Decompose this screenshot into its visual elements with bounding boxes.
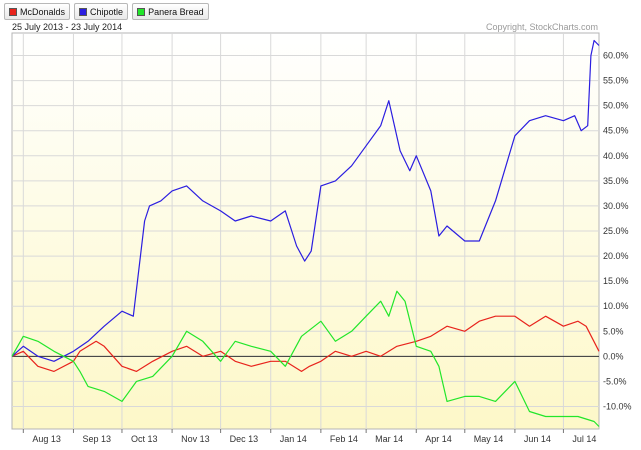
y-tick-label: 50.0% bbox=[603, 101, 629, 111]
x-tick-label: Apr 14 bbox=[425, 434, 452, 444]
x-tick-label: Feb 14 bbox=[330, 434, 358, 444]
y-tick-label: 60.0% bbox=[603, 51, 629, 61]
legend-item-panera[interactable]: Panera Bread bbox=[132, 3, 209, 20]
x-tick-label: Aug 13 bbox=[32, 434, 61, 444]
x-tick-label: Oct 13 bbox=[131, 434, 158, 444]
legend-label-mcdonalds: McDonalds bbox=[20, 6, 66, 17]
legend-swatch-panera bbox=[137, 7, 146, 16]
x-tick-label: Nov 13 bbox=[181, 434, 210, 444]
grid-x bbox=[22, 33, 564, 429]
x-tick-label: Mar 14 bbox=[375, 434, 403, 444]
legend-label-panera: Panera Bread bbox=[148, 6, 204, 17]
y-tick-label: 5.0% bbox=[603, 326, 624, 336]
grid-y bbox=[12, 55, 599, 407]
series-line-panera-bread bbox=[11, 290, 600, 427]
y-axis-ticks: 60.0% 55.0% 50.0% 45.0% 40.0% 35.0% 30.0% 25.0%… bbox=[603, 51, 632, 412]
x-axis-ticks: Aug 13 Sep 13 Oct 13 Nov 13 Dec 13 Jan 14 Feb … bbox=[22, 429, 596, 444]
series-line-mcdonalds bbox=[11, 315, 600, 372]
y-tick-label: 0.0% bbox=[603, 351, 624, 361]
date-range: 25 July 2013 - 23 July 2014 bbox=[12, 22, 123, 32]
x-tick-label: Jan 14 bbox=[280, 434, 307, 444]
series-layer bbox=[11, 39, 600, 427]
y-tick-label: 40.0% bbox=[603, 151, 629, 161]
y-tick-label: 35.0% bbox=[603, 176, 629, 186]
legend-label-chipotle: Chipotle bbox=[90, 6, 124, 17]
x-tick-label: Jun 14 bbox=[524, 434, 551, 444]
legend-swatch-mcdonalds bbox=[9, 7, 17, 16]
x-tick-label: Sep 13 bbox=[82, 434, 111, 444]
x-tick-label: May 14 bbox=[474, 434, 504, 444]
legend-item-mcdonalds[interactable]: McDonalds bbox=[4, 3, 71, 20]
y-tick-label: 10.0% bbox=[603, 301, 629, 311]
legend-swatch-chipotle bbox=[79, 7, 88, 16]
copyright-notice: Copyright, StockCharts.com bbox=[485, 22, 598, 32]
legend-item-chipotle[interactable]: Chipotle bbox=[74, 3, 129, 20]
y-tick-label: 30.0% bbox=[603, 201, 629, 211]
y-tick-label: -5.0% bbox=[603, 376, 627, 386]
y-tick-label: 55.0% bbox=[603, 76, 629, 86]
legend: McDonalds Chipotle Panera Bread bbox=[4, 3, 209, 20]
x-tick-label: Dec 13 bbox=[230, 434, 259, 444]
x-tick-label: Jul 14 bbox=[572, 434, 596, 444]
y-tick-label: 45.0% bbox=[603, 126, 629, 136]
y-tick-label: 15.0% bbox=[603, 276, 629, 286]
series-line-chipotle bbox=[11, 39, 600, 362]
y-tick-label: -10.0% bbox=[603, 401, 632, 411]
y-tick-label: 25.0% bbox=[603, 226, 629, 236]
y-tick-label: 20.0% bbox=[603, 251, 629, 261]
